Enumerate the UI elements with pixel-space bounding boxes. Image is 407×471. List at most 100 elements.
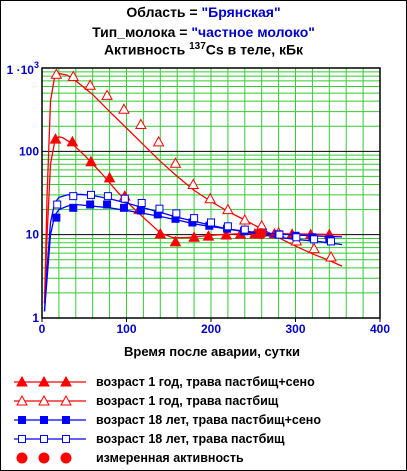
y-tick-label: 1 ·103 [7, 60, 39, 77]
legend-symbol [8, 429, 96, 448]
legend-label: возраст 1 год, трава пастбищ+сено [96, 374, 315, 389]
series-4-point [87, 190, 96, 199]
series-2-point [135, 118, 147, 129]
legend-marker [60, 375, 72, 387]
legend-marker [16, 452, 28, 464]
legend-marker [40, 416, 48, 424]
series-4-point [275, 230, 284, 239]
milk-type-value: "частное молоко" [191, 24, 315, 40]
y-tick-label: 100 [19, 144, 39, 158]
y-tick-label: 10 [26, 228, 40, 242]
legend-symbol-graphic [14, 416, 86, 424]
series-2-point [84, 79, 97, 90]
legend-symbol-graphic [14, 435, 86, 443]
series-3-point [52, 213, 61, 222]
series-3-point [119, 203, 128, 212]
legend-marker [16, 375, 28, 387]
series-2-point [118, 103, 130, 114]
legend-symbol-graphic [16, 452, 72, 464]
series-1-point [49, 133, 62, 144]
series-2-point [204, 192, 217, 204]
series-1-point [154, 227, 167, 239]
series-4-point [103, 192, 112, 201]
plot-area: 0 100 200 300 400 1 10 100 1 ·103 [7, 60, 391, 336]
legend-marker [38, 452, 50, 464]
legend-symbol [8, 448, 96, 467]
isotope-mass-number: 137 [189, 41, 206, 52]
x-axis-title: Время после аварии, сутки [124, 344, 300, 359]
legend-item: возраст 1 год, трава пастбищ [8, 391, 403, 410]
series-3-point [86, 200, 95, 209]
x-tick-label: 300 [285, 322, 305, 336]
legend-item: возраст 1 год, трава пастбищ+сено [8, 372, 403, 391]
series-4-point [240, 225, 249, 234]
legend-marker [38, 394, 50, 406]
y-tick-label: 1 [32, 311, 39, 325]
x-tick-label: 200 [201, 322, 221, 336]
series-2-point [325, 250, 337, 262]
series-1-point [188, 231, 200, 242]
legend-marker [62, 435, 70, 443]
legend-symbol-graphic [14, 375, 86, 387]
legend-symbol [8, 410, 96, 429]
legend: возраст 1 год, трава пастбищ+сено возрас… [8, 372, 403, 467]
series-4-point [190, 214, 199, 223]
series-2-point [308, 242, 320, 254]
series-4-point [69, 192, 78, 201]
legend-marker [40, 435, 48, 443]
legend-symbol-graphic [14, 394, 86, 406]
region-value: "Брянская" [201, 4, 281, 20]
series-line-3 [43, 203, 343, 312]
legend-marker [60, 394, 72, 406]
series-4-point [120, 194, 129, 203]
series-4-point [207, 218, 215, 227]
series-2-point [50, 68, 63, 79]
chart-title: Активность 137Cs в теле, кБк [0, 41, 407, 58]
series-5-point [255, 228, 267, 240]
series-2-point [222, 203, 234, 215]
series-4-point [53, 200, 62, 209]
legend-item: измеренная активность [8, 448, 403, 467]
legend-marker [16, 394, 28, 406]
series-4-point [137, 198, 146, 207]
legend-symbol [8, 391, 96, 410]
series-1-point [103, 171, 116, 183]
legend-label: измеренная активность [96, 450, 244, 465]
legend-marker [62, 416, 70, 424]
legend-symbol [8, 372, 96, 391]
series-4-point [326, 237, 335, 246]
series-1-point [85, 155, 97, 167]
milk-type-label: Тип_молока = [92, 24, 192, 40]
series-1-point [66, 135, 79, 147]
legend-marker [38, 375, 50, 387]
series-2-point [238, 213, 251, 225]
series-2-point [169, 157, 182, 168]
series-4-point [292, 233, 301, 242]
region-label: Область = [126, 4, 202, 20]
legend-label: возраст 18 лет, трава пастбищ [96, 431, 285, 446]
series-1-point [169, 235, 182, 247]
legend-item: возраст 18 лет, трава пастбищ+сено [8, 410, 403, 429]
region-header: Область = "Брянская" [0, 4, 407, 20]
series-line-4 [43, 193, 343, 312]
series-2-point [187, 178, 200, 189]
chart-title-suffix: Cs в теле, кБк [205, 41, 304, 58]
series-3-point [69, 203, 78, 212]
legend-marker [60, 452, 72, 464]
legend-marker [18, 416, 26, 424]
legend-marker [18, 435, 26, 443]
series-3-point [103, 200, 112, 209]
series-1-point [220, 229, 233, 240]
series-1-point [202, 230, 215, 241]
series-2-point [152, 135, 165, 147]
legend-label: возраст 1 год, трава пастбищ [96, 393, 279, 408]
x-tick-label: 400 [370, 322, 390, 336]
x-tick-label: 0 [39, 322, 46, 336]
legend-item: возраст 18 лет, трава пастбищ [8, 429, 403, 448]
chart-title-prefix: Активность [103, 41, 190, 58]
series-4-point [223, 222, 232, 231]
series-4-point [310, 235, 319, 244]
x-tick-label: 100 [116, 322, 136, 336]
series-4-point [155, 204, 164, 213]
